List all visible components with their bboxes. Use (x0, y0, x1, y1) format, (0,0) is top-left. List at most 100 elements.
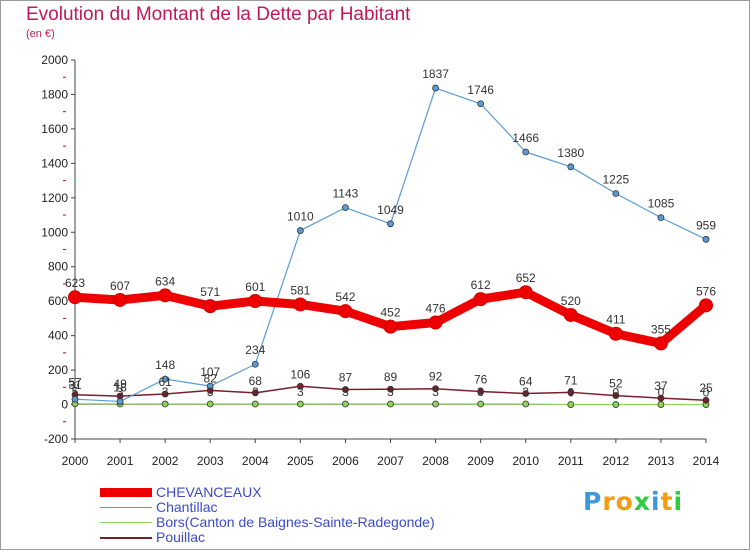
data-point-0 (428, 315, 443, 330)
legend-label: Pouillac (156, 529, 206, 545)
data-label: 542 (335, 290, 355, 304)
data-point-0 (68, 290, 82, 305)
x-tick-label: 2002 (152, 454, 179, 468)
x-tick-label: 2012 (603, 454, 630, 468)
legend-label: Chantillac (156, 499, 218, 515)
data-label: 476 (426, 302, 446, 316)
data-label: 64 (519, 375, 533, 389)
data-label: 3 (162, 385, 169, 399)
data-label: 76 (474, 372, 488, 386)
data-label: 3 (477, 385, 484, 399)
data-label: 1837 (422, 67, 449, 81)
data-point-0 (653, 336, 668, 351)
y-tick-label: 1400 (41, 156, 68, 170)
data-point-1 (251, 360, 259, 368)
y-tick-label: -200 (44, 432, 68, 446)
data-label: 92 (429, 370, 443, 384)
x-tick-label: 2005 (287, 454, 314, 468)
data-point-2 (161, 400, 169, 408)
data-point-3 (567, 388, 575, 396)
x-tick-label: 2014 (693, 454, 720, 468)
data-label: 0 (613, 386, 620, 400)
legend: CHEVANCEAUX Chantillac Bors(Canton de Baig… (100, 485, 435, 545)
x-tick-label: 2009 (467, 454, 494, 468)
data-point-1 (71, 395, 79, 403)
x-tick-label: 2007 (377, 454, 404, 468)
x-tick-label: 2010 (512, 454, 539, 468)
logo-letter: x (633, 487, 651, 516)
data-label: 571 (200, 285, 220, 299)
data-label: 3 (252, 385, 259, 399)
data-point-3 (522, 390, 530, 397)
legend-swatch (100, 506, 152, 509)
data-point-3 (251, 389, 259, 397)
data-point-3 (342, 386, 349, 393)
data-label: 607 (110, 279, 130, 293)
data-label: 520 (561, 294, 581, 308)
data-point-3 (702, 396, 710, 404)
data-label: 652 (516, 271, 536, 285)
data-point-0 (473, 292, 488, 307)
data-point-3 (296, 382, 304, 390)
data-point-0 (113, 292, 128, 307)
data-label: 1746 (467, 83, 494, 97)
x-tick-label: 2011 (558, 454, 584, 468)
x-tick-label: 2004 (242, 454, 269, 468)
data-label: 452 (380, 306, 400, 320)
data-point-1 (567, 163, 575, 171)
data-point-2 (522, 400, 530, 408)
data-point-2 (206, 400, 214, 408)
data-label: 1466 (512, 131, 539, 145)
y-tick-label: 600 (48, 294, 68, 308)
data-label: 234 (245, 343, 265, 357)
x-tick-label: 2003 (197, 454, 224, 468)
data-point-1 (116, 398, 124, 405)
data-point-2 (296, 400, 304, 408)
legend-item: Pouillac (100, 530, 435, 545)
data-point-3 (612, 392, 620, 399)
data-label: 1049 (377, 203, 404, 217)
legend-swatch (100, 488, 152, 497)
series-line-1 (74, 87, 707, 403)
data-label: 0 (567, 386, 574, 400)
y-tick-label: 2000 (41, 53, 68, 67)
data-point-0 (563, 307, 578, 322)
data-label: 82 (204, 371, 218, 385)
data-point-1 (612, 190, 620, 197)
x-tick-label: 2013 (648, 454, 675, 468)
y-tick-label: 1600 (41, 122, 68, 136)
proxiti-logo: Proxiti (583, 487, 683, 516)
data-point-1 (342, 204, 349, 212)
data-label: 68 (249, 374, 263, 388)
data-point-2 (657, 401, 665, 408)
y-tick-label: 0 (61, 398, 68, 412)
y-tick-label: 1200 (41, 191, 68, 205)
data-point-1 (522, 148, 530, 156)
logo-letter: t (660, 487, 674, 516)
x-tick-label: 2008 (422, 454, 449, 468)
data-label: 581 (290, 283, 310, 297)
logo-letter: r (602, 487, 616, 516)
x-tick-label: 2000 (62, 454, 89, 468)
data-point-0 (608, 326, 623, 341)
y-tick-label: 1800 (41, 87, 68, 101)
data-point-0 (518, 285, 533, 300)
data-label: 634 (155, 274, 175, 288)
data-label: 57 (68, 376, 82, 390)
data-point-0 (383, 319, 398, 334)
data-label: 37 (654, 379, 668, 393)
data-label: 612 (471, 278, 491, 292)
data-label: 1225 (603, 173, 630, 187)
data-point-0 (248, 294, 263, 309)
data-point-3 (432, 385, 439, 393)
data-point-1 (206, 382, 214, 390)
x-tick-label: 2006 (332, 454, 359, 468)
data-label: 3 (207, 385, 214, 399)
data-label: 1010 (287, 210, 314, 224)
data-label: 61 (158, 375, 172, 389)
data-label: 601 (245, 280, 265, 294)
legend-swatch (100, 536, 152, 539)
data-point-1 (477, 100, 485, 108)
data-label: 25 (699, 381, 713, 395)
